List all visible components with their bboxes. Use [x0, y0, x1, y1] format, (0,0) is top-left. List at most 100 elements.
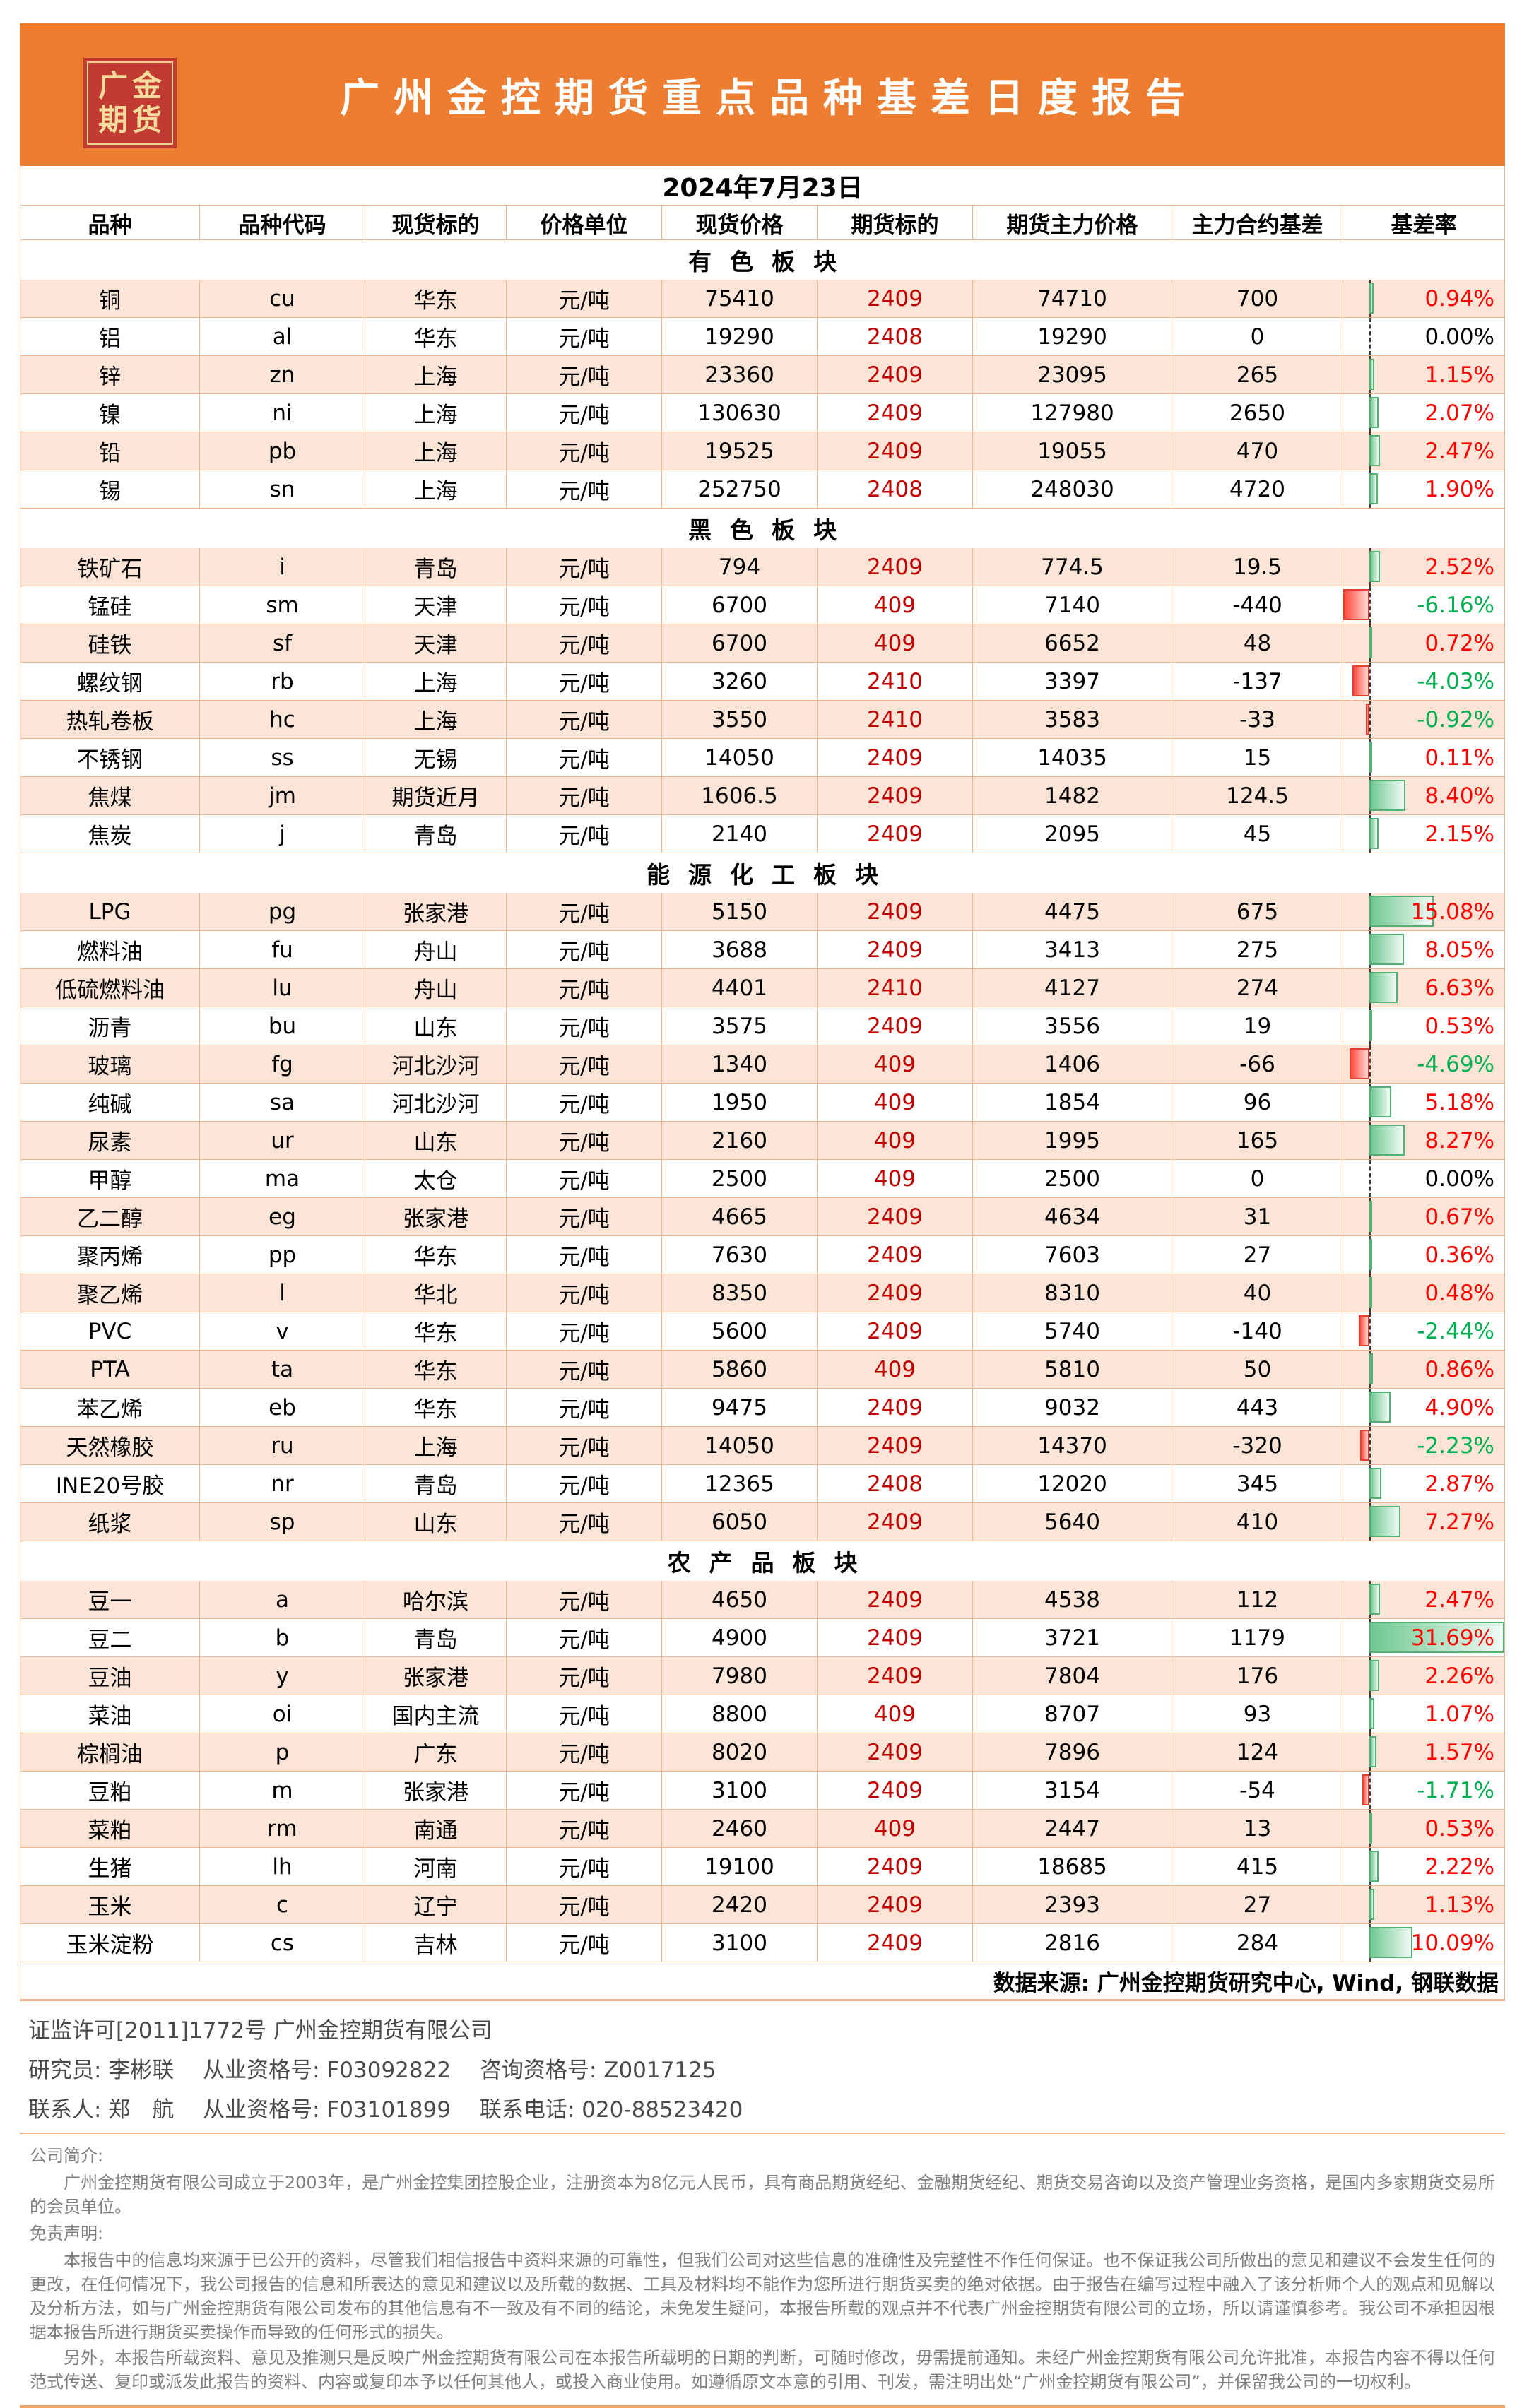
rate-bar — [1369, 818, 1379, 849]
basis-rate-value: -1.71% — [1417, 1777, 1494, 1803]
table-row: 菜粕 rm 南通 元/吨 2460 409 2447 13 0.53% — [20, 1810, 1504, 1848]
cell-futures-price: 4634 — [973, 1198, 1172, 1235]
datasource-note: 数据来源: 广州金控期货研究中心, Wind, 钢联数据 — [20, 1962, 1504, 2000]
cell-futures-contract: 409 — [818, 624, 973, 662]
cell-basis-rate: 2.07% — [1343, 394, 1504, 432]
cell-futures-price: 3154 — [973, 1772, 1172, 1809]
rate-bar — [1369, 1506, 1400, 1537]
cell-variety: 燃料油 — [20, 931, 200, 968]
cell-basis-rate: 2.15% — [1343, 815, 1504, 853]
contact-info-block: 证监许可[2011]1772号 广州金控期货有限公司 研究员: 李彬联 从业资格… — [20, 2001, 1505, 2134]
cell-futures-contract: 2409 — [818, 1503, 973, 1541]
cell-futures-price: 14370 — [973, 1427, 1172, 1464]
cell-futures-contract: 2408 — [818, 470, 973, 508]
basis-rate-value: -4.69% — [1417, 1051, 1494, 1077]
basis-rate-value: 2.47% — [1424, 438, 1494, 464]
cell-code: rb — [200, 663, 365, 700]
table-row: 铅 pb 上海 元/吨 19525 2409 19055 470 2.47% — [20, 432, 1504, 470]
basis-rate-value: 1.57% — [1424, 1739, 1494, 1765]
table-row: 锡 sn 上海 元/吨 252750 2408 248030 4720 1.90% — [20, 470, 1504, 509]
cell-basis-rate: 0.11% — [1343, 739, 1504, 776]
cell-basis: 93 — [1172, 1695, 1343, 1733]
cell-basis-rate: 0.94% — [1343, 280, 1504, 317]
cell-futures-price: 774.5 — [973, 548, 1172, 586]
cell-futures-contract: 2410 — [818, 969, 973, 1007]
cell-spot-price: 2140 — [662, 815, 818, 853]
cell-variety: 硅铁 — [20, 624, 200, 662]
cell-spot-target: 天津 — [365, 624, 507, 662]
cell-code: al — [200, 318, 365, 355]
cell-price-unit: 元/吨 — [507, 1733, 662, 1771]
cell-price-unit: 元/吨 — [507, 1924, 662, 1962]
cell-futures-contract: 2409 — [818, 1236, 973, 1274]
table-row: 纯碱 sa 河北沙河 元/吨 1950 409 1854 96 5.18% — [20, 1084, 1504, 1122]
rate-bar — [1343, 589, 1370, 620]
column-header-spot-price: 现货价格 — [662, 206, 818, 239]
cell-basis-rate: 8.40% — [1343, 777, 1504, 814]
cell-basis-rate: 1.15% — [1343, 356, 1504, 393]
basis-rate-value: 2.52% — [1424, 554, 1494, 580]
cell-basis: 31 — [1172, 1198, 1343, 1235]
column-header-spot-target: 现货标的 — [365, 206, 507, 239]
cell-code: m — [200, 1772, 365, 1809]
basis-rate-value: 4.90% — [1424, 1394, 1494, 1421]
cell-variety: 乙二醇 — [20, 1198, 200, 1235]
cell-code: pb — [200, 432, 365, 470]
cell-spot-price: 2420 — [662, 1886, 818, 1923]
basis-rate-value: 6.63% — [1424, 975, 1494, 1001]
cell-basis-rate: 5.18% — [1343, 1084, 1504, 1121]
cell-variety: 聚乙烯 — [20, 1274, 200, 1312]
rate-bar — [1349, 1048, 1370, 1079]
cell-spot-target: 华东 — [365, 280, 507, 317]
cell-basis-rate: 31.69% — [1343, 1619, 1504, 1656]
basis-rate-value: 0.53% — [1424, 1815, 1494, 1841]
table-row: 铁矿石 i 青岛 元/吨 794 2409 774.5 19.5 2.52% — [20, 548, 1504, 586]
cell-futures-contract: 2410 — [818, 701, 973, 738]
cell-code: sf — [200, 624, 365, 662]
basis-rate-value: 0.00% — [1424, 1166, 1494, 1192]
basis-rate-value: 2.22% — [1424, 1854, 1494, 1880]
cell-code: ta — [200, 1351, 365, 1388]
cell-spot-price: 5860 — [662, 1351, 818, 1388]
cell-code: l — [200, 1274, 365, 1312]
cell-futures-price: 1854 — [973, 1084, 1172, 1121]
cell-spot-price: 130630 — [662, 394, 818, 432]
cell-futures-price: 1995 — [973, 1122, 1172, 1159]
basis-rate-value: 8.40% — [1424, 783, 1494, 809]
cell-spot-target: 国内主流 — [365, 1695, 507, 1733]
cell-spot-price: 7980 — [662, 1657, 818, 1695]
table-row: 玉米淀粉 cs 吉林 元/吨 3100 2409 2816 284 10.09% — [20, 1924, 1504, 1962]
cell-spot-target: 广东 — [365, 1733, 507, 1771]
cell-futures-contract: 2409 — [818, 1581, 973, 1618]
cell-price-unit: 元/吨 — [507, 470, 662, 508]
cell-futures-contract: 2409 — [818, 1312, 973, 1350]
basis-rate-value: 0.00% — [1424, 324, 1494, 350]
cell-futures-price: 23095 — [973, 356, 1172, 393]
cell-futures-price: 5810 — [973, 1351, 1172, 1388]
table-row: LPG pg 张家港 元/吨 5150 2409 4475 675 15.08% — [20, 893, 1504, 931]
cell-futures-contract: 2409 — [818, 1886, 973, 1923]
cell-spot-target: 吉林 — [365, 1924, 507, 1962]
basis-rate-value: 2.07% — [1424, 400, 1494, 426]
cell-basis: 176 — [1172, 1657, 1343, 1695]
rate-axis-line — [1369, 1160, 1371, 1197]
cell-spot-price: 23360 — [662, 356, 818, 393]
rate-bar — [1369, 972, 1398, 1003]
cell-basis: 415 — [1172, 1848, 1343, 1885]
cell-spot-target: 南通 — [365, 1810, 507, 1847]
cell-variety: 镍 — [20, 394, 200, 432]
cell-variety: 铜 — [20, 280, 200, 317]
cell-futures-price: 4538 — [973, 1581, 1172, 1618]
cell-price-unit: 元/吨 — [507, 1810, 662, 1847]
table-row: 热轧卷板 hc 上海 元/吨 3550 2410 3583 -33 -0.92% — [20, 701, 1504, 739]
table-row: 硅铁 sf 天津 元/吨 6700 409 6652 48 0.72% — [20, 624, 1504, 663]
basis-rate-value: 1.07% — [1424, 1701, 1494, 1727]
cell-futures-price: 19290 — [973, 318, 1172, 355]
cell-code: sa — [200, 1084, 365, 1121]
cell-futures-contract: 2409 — [818, 1848, 973, 1885]
rate-bar — [1369, 359, 1375, 390]
cell-futures-price: 3721 — [973, 1619, 1172, 1656]
basis-rate-value: 0.67% — [1424, 1204, 1494, 1230]
cell-price-unit: 元/吨 — [507, 1045, 662, 1083]
cell-futures-price: 5640 — [973, 1503, 1172, 1541]
